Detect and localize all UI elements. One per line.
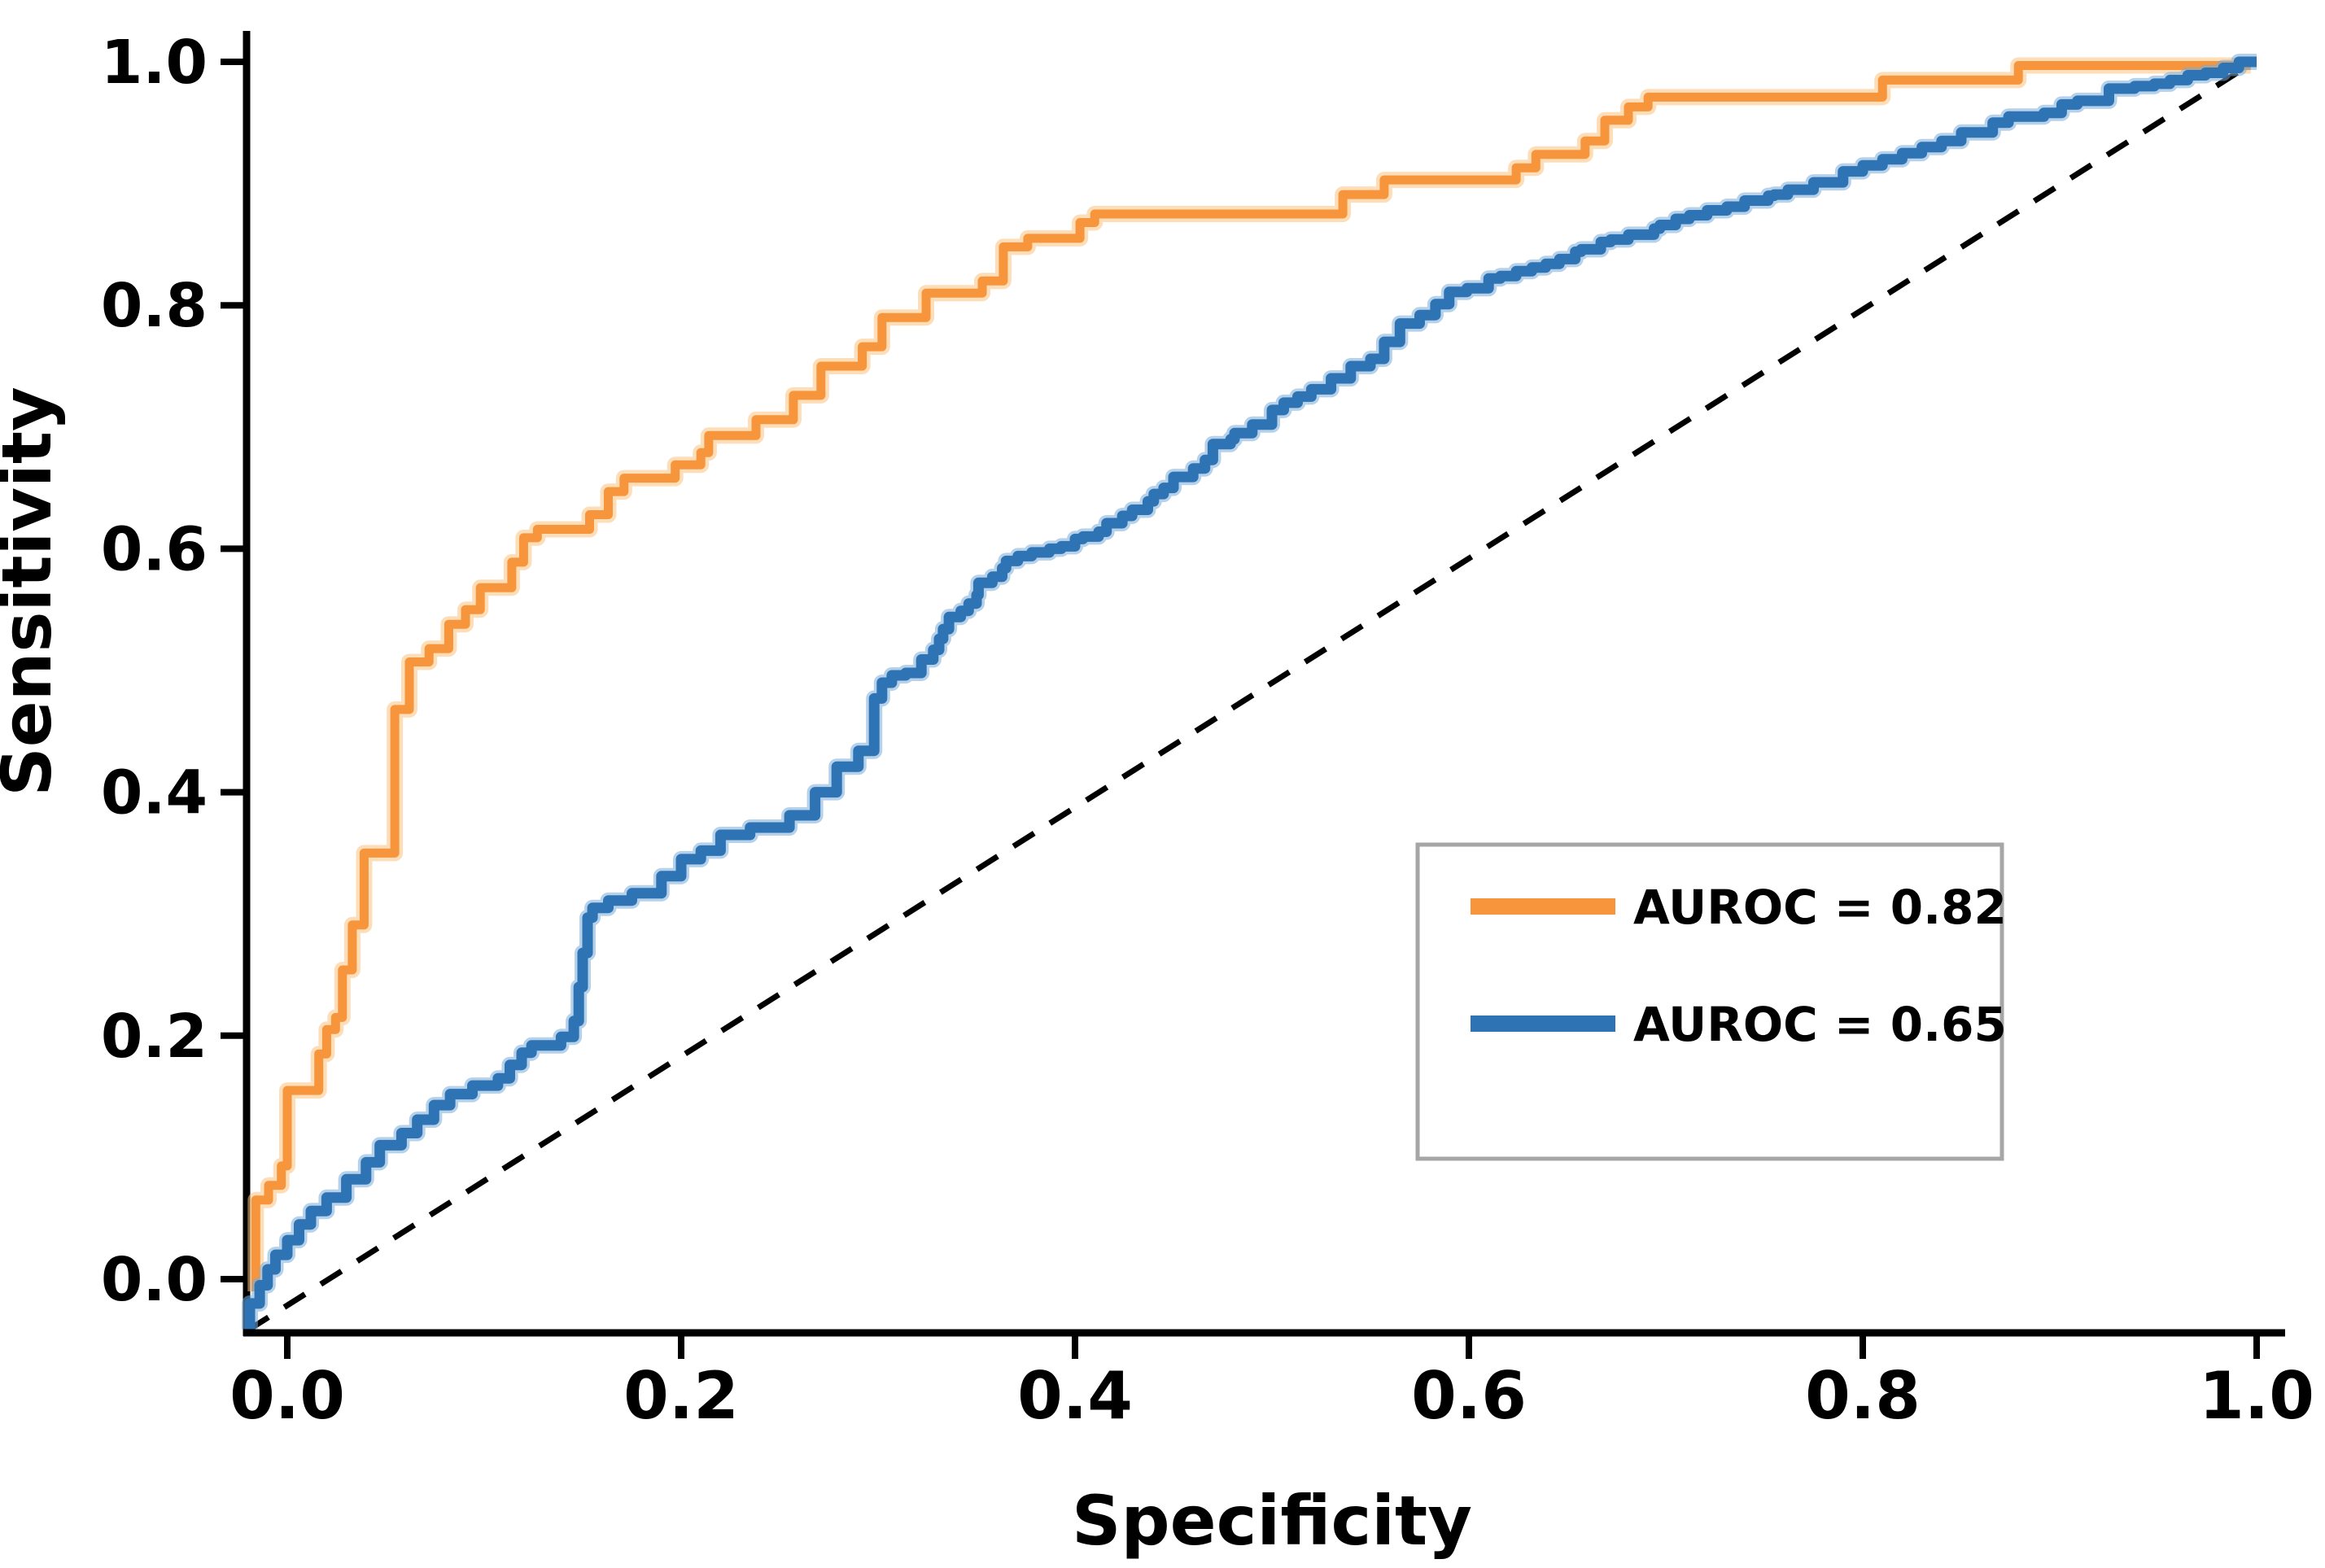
legend-label: AUROC = 0.65	[1633, 997, 2007, 1052]
y-tick-label: 0.2	[101, 1002, 208, 1072]
y-tick-label: 0.8	[101, 271, 208, 341]
reference-line-layer	[246, 64, 2249, 1333]
x-tick-label: 1.0	[2199, 1358, 2314, 1434]
y-tick-label: 1.0	[101, 28, 208, 98]
x-tick-label: 0.6	[1411, 1358, 1527, 1434]
tick-label-layer: 0.0 0.2 0.4 0.6 0.8 1.0 0.0 0.2 0.4 0.6 0.8 1.0	[101, 28, 2314, 1434]
x-axis-title: Specificity	[1072, 1481, 1472, 1561]
roc-curve-blue	[244, 56, 2257, 1330]
roc-curve-orange	[251, 61, 2251, 1291]
chance-diagonal-line	[246, 64, 2249, 1333]
x-tick-label: 0.4	[1017, 1358, 1133, 1434]
x-tick-label: 0.2	[623, 1358, 739, 1434]
y-axis-title: Sensitivity	[0, 387, 67, 796]
y-tick-label: 0.6	[101, 514, 208, 584]
x-tick-label: 0.8	[1805, 1358, 1921, 1434]
series-layer	[242, 54, 2257, 1330]
x-tick-label: 0.0	[229, 1358, 345, 1434]
y-tick-label: 0.4	[101, 758, 208, 828]
legend-label: AUROC = 0.82	[1633, 880, 2007, 935]
y-tick-label: 0.0	[101, 1245, 208, 1315]
axes-layer	[221, 31, 2285, 1359]
axis-title-layer: Specificity Sensitivity	[0, 387, 1472, 1561]
legend-box	[1415, 842, 2004, 1161]
legend-layer: AUROC = 0.82 AUROC = 0.65	[1415, 842, 2007, 1161]
